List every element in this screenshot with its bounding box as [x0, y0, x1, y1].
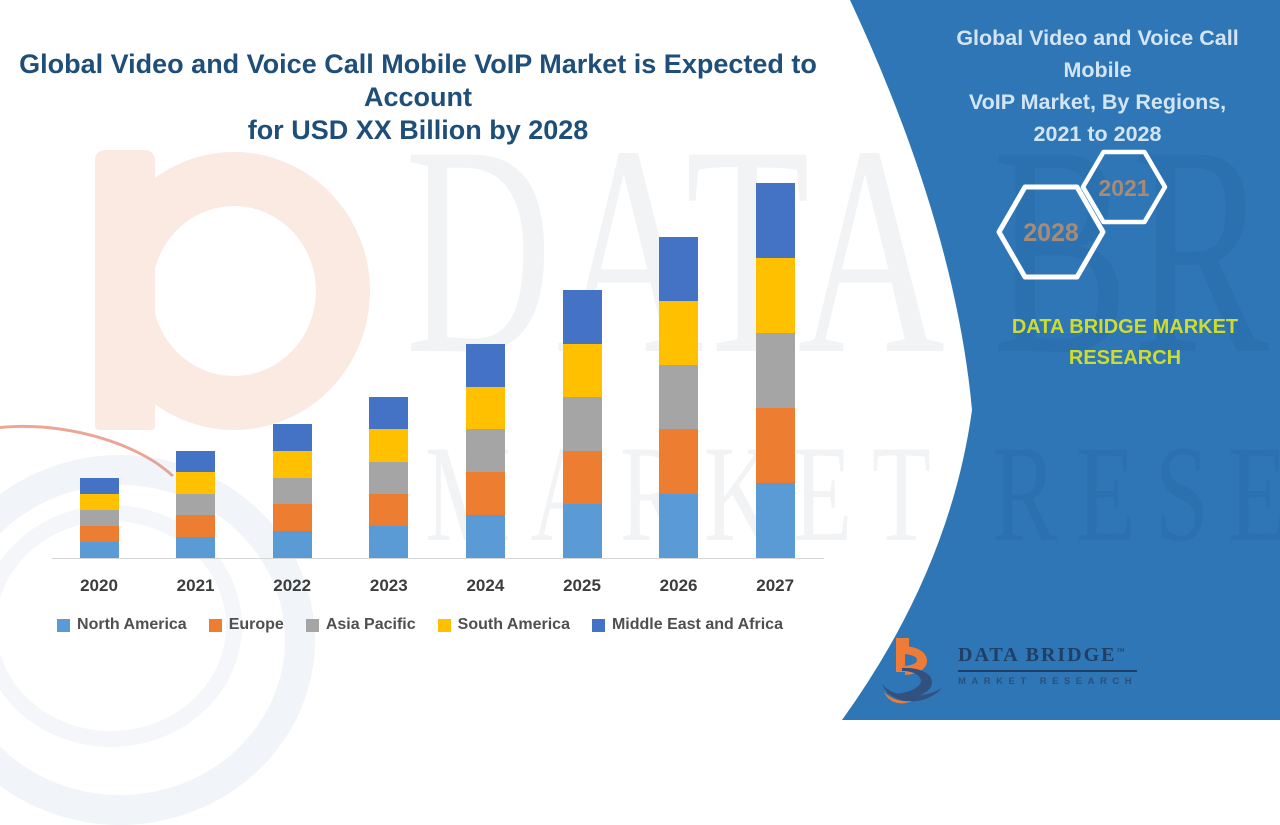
company-logo: DATA BRIDGE™ MARKET RESEARCH [880, 632, 1138, 704]
legend-item-europe: Europe [208, 616, 284, 634]
x-axis-label-2020: 2020 [80, 576, 118, 595]
bar-segment-2027-middle-east-and-africa [755, 183, 795, 258]
bar-segment-2022-south-america [272, 450, 312, 478]
bar-segment-2025-middle-east-and-africa [562, 290, 602, 344]
bar-segment-2026-middle-east-and-africa [659, 236, 699, 301]
company-logo-subtitle: MARKET RESEARCH [958, 676, 1138, 687]
x-axis-label-2026: 2026 [659, 576, 698, 595]
chart-legend: North America Europe Asia Pacific South Ame… [20, 616, 820, 634]
bar-segment-2023-asia-pacific [369, 461, 409, 494]
bar-segment-2024-north-america [465, 515, 505, 558]
x-axis-label-2025: 2025 [563, 576, 601, 595]
bar-segment-2021-middle-east-and-africa [176, 450, 216, 473]
bar-segment-2025-asia-pacific [562, 397, 602, 451]
bar-segment-2025-south-america [562, 343, 602, 398]
bar-segment-2021-north-america [176, 536, 216, 558]
legend-label: North America [77, 616, 187, 633]
legend-label: South America [457, 616, 570, 633]
bar-segment-2024-south-america [465, 386, 505, 430]
bar-segment-2027-europe [755, 408, 795, 483]
x-axis-label-2023: 2023 [369, 576, 408, 595]
bar-segment-2027-north-america [755, 483, 795, 558]
x-axis-label-2021: 2021 [176, 576, 215, 595]
bar-segment-2023-middle-east-and-africa [369, 397, 409, 430]
legend-label: Asia Pacific [325, 616, 416, 633]
bar-segment-2024-asia-pacific [465, 429, 505, 473]
bar-segment-2022-asia-pacific [272, 477, 312, 505]
panel-title-line1: Global Video and Voice Call Mobile [956, 26, 1239, 82]
chart-title-line1: Global Video and Voice Call Mobile VoIP … [19, 49, 817, 112]
legend-label: Europe [228, 616, 284, 633]
legend-swatch-icon [208, 618, 222, 632]
chart-title-line2: for USD XX Billion by 2028 [247, 115, 589, 145]
x-axis-line [52, 558, 824, 559]
bar-segment-2020-asia-pacific [79, 509, 119, 526]
legend-swatch-icon [437, 618, 451, 632]
company-logo-icon [882, 638, 942, 704]
legend-item-middle-east-and-africa: Middle East and Africa [591, 616, 783, 634]
bar-segment-2025-europe [562, 450, 602, 505]
x-axis-label-2027: 2027 [756, 576, 795, 595]
right-panel-background [842, 0, 1280, 720]
bar-segment-2025-north-america [562, 504, 602, 558]
bar-segment-2023-south-america [369, 429, 409, 462]
legend-item-south-america: South America [437, 616, 570, 634]
bar-segment-2022-middle-east-and-africa [272, 424, 312, 451]
legend-swatch-icon [305, 618, 319, 632]
bar-segment-2020-south-america [79, 493, 119, 510]
bar-segment-2023-europe [369, 493, 409, 526]
trademark-symbol: ™ [1116, 646, 1125, 656]
panel-title: Global Video and Voice Call Mobile VoIP … [920, 22, 1275, 150]
hexagon-label-2028: 2028 [1023, 219, 1079, 247]
chart-title: Global Video and Voice Call Mobile VoIP … [8, 48, 828, 147]
bar-segment-2022-north-america [272, 531, 312, 558]
bar-segment-2027-asia-pacific [755, 333, 795, 408]
panel-title-line3: 2021 to 2028 [1033, 122, 1162, 146]
bar-segment-2027-south-america [755, 258, 795, 333]
x-axis-label-2024: 2024 [466, 576, 505, 595]
bar-segment-2023-north-america [369, 525, 409, 558]
legend-label: Middle East and Africa [611, 616, 783, 633]
watermark-text-line2: MARKET RESEARCH [425, 417, 1280, 570]
legend-swatch-icon [57, 618, 71, 632]
x-axis-label-2022: 2022 [273, 576, 312, 595]
brand-name-line1: DATA BRIDGE MARKET [1011, 316, 1239, 338]
brand-name-text: DATA BRIDGE MARKET RESEARCH [980, 312, 1270, 374]
brand-name-line2: RESEARCH [1068, 347, 1182, 369]
bar-segment-2021-asia-pacific [176, 493, 216, 516]
legend-swatch-icon [591, 618, 605, 632]
company-logo-text: DATA BRIDGE™ MARKET RESEARCH [958, 644, 1138, 687]
bar-segment-2020-europe [79, 525, 119, 542]
bar-segment-2026-south-america [659, 300, 699, 366]
company-logo-name: DATA BRIDGE™ [958, 644, 1138, 672]
bar-segment-2020-north-america [79, 541, 119, 558]
bar-segment-2024-middle-east-and-africa [465, 343, 505, 387]
legend-item-asia-pacific: Asia Pacific [305, 616, 416, 634]
bar-segment-2020-middle-east-and-africa [79, 477, 119, 494]
panel-title-line2: VoIP Market, By Regions, [968, 90, 1227, 114]
bar-segment-2021-europe [176, 515, 216, 537]
bar-segment-2026-asia-pacific [659, 365, 699, 430]
legend-item-north-america: North America [57, 616, 187, 634]
bar-segment-2026-europe [659, 429, 699, 494]
bar-segment-2024-europe [465, 472, 505, 516]
bar-segment-2022-europe [272, 504, 312, 532]
bar-segment-2026-north-america [659, 493, 699, 558]
hexagon-label-2021: 2021 [1098, 175, 1150, 201]
bar-segment-2021-south-america [176, 472, 216, 494]
